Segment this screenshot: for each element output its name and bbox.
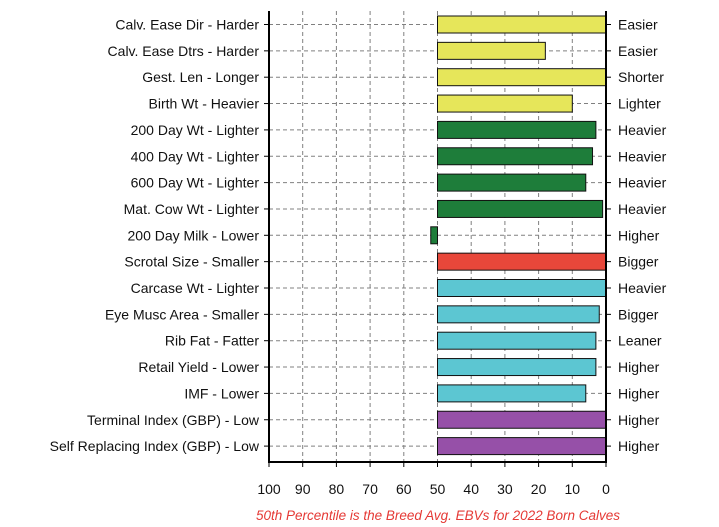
bar: [430, 226, 439, 245]
bar: [437, 252, 607, 271]
right-row-label: Heavier: [618, 280, 667, 296]
x-tick-label: 80: [329, 481, 345, 497]
bar: [437, 331, 597, 350]
left-row-label: Carcase Wt - Lighter: [131, 280, 260, 296]
right-row-label: Higher: [618, 412, 660, 428]
left-row-label: Rib Fat - Fatter: [165, 333, 259, 349]
x-tick-label: 100: [257, 481, 281, 497]
x-tick-label: 0: [602, 481, 610, 497]
bars: [430, 15, 607, 456]
bar: [437, 279, 607, 297]
left-row-label: Calv. Ease Dir - Harder: [115, 17, 259, 33]
bar: [437, 15, 607, 34]
left-row-label: Eye Musc Area - Smaller: [105, 306, 259, 322]
axes: [264, 11, 611, 467]
left-row-label: IMF - Lower: [184, 385, 259, 401]
bar: [437, 94, 573, 113]
bar: [437, 68, 607, 87]
right-row-label: Heavier: [618, 148, 667, 164]
x-tick-label: 10: [565, 481, 581, 497]
right-row-label: Heavier: [618, 175, 667, 191]
left-row-label: 200 Day Wt - Lighter: [131, 122, 260, 138]
right-row-label: Higher: [618, 359, 660, 375]
right-row-label: Higher: [618, 227, 660, 243]
bar: [437, 437, 607, 456]
x-tick-label: 50: [430, 481, 446, 497]
bar: [437, 358, 597, 377]
left-row-label: 400 Day Wt - Lighter: [131, 148, 260, 164]
left-row-label: Retail Yield - Lower: [138, 359, 259, 375]
x-tick-label: 60: [396, 481, 412, 497]
x-tick-label: 20: [531, 481, 547, 497]
left-row-label: Terminal Index (GBP) - Low: [87, 412, 260, 428]
bar: [437, 120, 597, 139]
bar: [437, 305, 600, 324]
right-row-label: Lighter: [618, 96, 661, 112]
x-tick-label: 70: [362, 481, 378, 497]
bar: [437, 173, 587, 192]
x-tick-label: 90: [295, 481, 311, 497]
left-row-label: Gest. Len - Longer: [142, 69, 259, 85]
left-row-label: 200 Day Milk - Lower: [128, 227, 260, 243]
left-row-label: Self Replacing Index (GBP) - Low: [50, 438, 260, 454]
right-row-label: Easier: [618, 17, 658, 33]
left-row-label: Birth Wt - Heavier: [149, 96, 260, 112]
bar: [437, 410, 607, 429]
left-row-label: Scrotal Size - Smaller: [124, 254, 259, 270]
x-tick-label: 40: [463, 481, 479, 497]
left-row-label: Mat. Cow Wt - Lighter: [124, 201, 260, 217]
left-row-label: 600 Day Wt - Lighter: [131, 175, 260, 191]
right-row-label: Bigger: [618, 306, 659, 322]
right-row-label: Heavier: [618, 122, 667, 138]
right-row-label: Leaner: [618, 333, 662, 349]
right-row-label: Shorter: [618, 69, 664, 85]
right-row-label: Easier: [618, 43, 658, 59]
bar: [437, 147, 594, 166]
chart-footnote: 50th Percentile is the Breed Avg. EBVs f…: [256, 508, 620, 523]
right-row-label: Bigger: [618, 254, 659, 270]
x-tick-label: 30: [497, 481, 513, 497]
right-row-label: Higher: [618, 385, 660, 401]
bar: [437, 384, 587, 403]
right-row-label: Higher: [618, 438, 660, 454]
bar: [437, 199, 604, 218]
left-row-label: Calv. Ease Dtrs - Harder: [108, 43, 260, 59]
bar: [437, 41, 546, 60]
right-row-label: Heavier: [618, 201, 667, 217]
